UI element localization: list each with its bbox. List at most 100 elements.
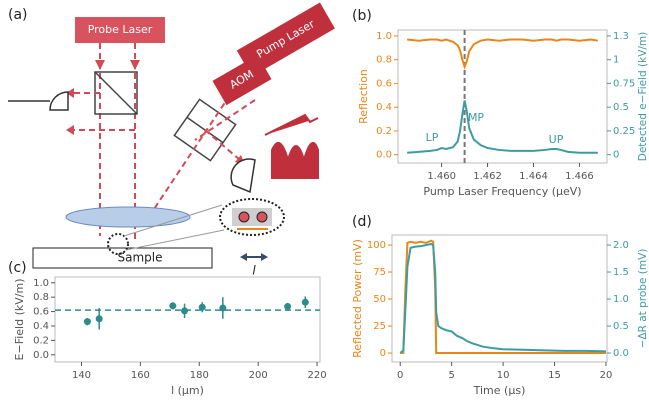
series-line (399, 242, 606, 354)
y-tick-label: 0.8 (33, 292, 49, 303)
arrow (240, 253, 247, 261)
y-tick-label: 75 (373, 267, 386, 278)
pulse-sketch (264, 113, 319, 179)
point (301, 298, 309, 306)
x-tick-label: 160 (131, 370, 150, 381)
annotation: LP (426, 131, 439, 144)
arrow (95, 60, 105, 70)
y2-tick-label: 1.5 (613, 267, 629, 278)
x-axis-label: Time (μs) (473, 384, 526, 397)
y2-tick-label: 1.3 (613, 31, 629, 42)
x-axis-label: l (μm) (171, 384, 204, 397)
x-tick-label: 15 (548, 370, 561, 381)
diagram: (a) Pump Laser AOM Probe Laser (8, 2, 335, 278)
y2-tick-label: 0.5 (613, 102, 629, 113)
point (169, 302, 177, 310)
y-axis-label: Reflection (357, 69, 370, 124)
y2-tick-label: 0.25 (613, 126, 635, 137)
x-tick-label: 1.462 (473, 171, 502, 182)
aom: AOM (212, 54, 272, 106)
y-axis-label: E−Field (kV/m) (13, 279, 26, 361)
y2-tick-label: 0 (613, 150, 619, 161)
point (219, 304, 227, 312)
x-tick-label: 200 (249, 370, 268, 381)
point (284, 303, 292, 311)
x-axis-label: Pump Laser Frequency (μeV) (423, 185, 581, 198)
panel-label: (b) (352, 8, 372, 24)
y-axis-label: Reflected Power (mV) (351, 239, 364, 358)
panel-label: (c) (8, 260, 27, 276)
y-tick-label: 0.0 (33, 350, 49, 361)
arrow (261, 253, 268, 261)
x-tick-label: 10 (497, 370, 510, 381)
series-line (407, 100, 598, 154)
beam-splitter (94, 71, 138, 115)
y-tick-label: 0.6 (376, 78, 392, 89)
x-tick-label: 0 (397, 370, 403, 381)
panel-label: (d) (352, 214, 372, 230)
plot-frame (54, 276, 321, 363)
y-tick-label: 0.0 (376, 150, 392, 161)
point (198, 303, 206, 311)
plot-frame (391, 234, 608, 363)
y-tick-label: 0 (380, 348, 386, 359)
sample (32, 247, 213, 269)
panel-label: (a) (8, 7, 28, 23)
detector (230, 158, 256, 194)
zoom-line (123, 204, 223, 237)
y-tick-label: 50 (373, 294, 386, 305)
x-tick-label: 20 (600, 370, 613, 381)
beam (204, 129, 241, 161)
x-tick-label: 1.466 (565, 171, 594, 182)
y-tick-label: 0.8 (376, 55, 392, 66)
y2-axis-label: Detected e−Field (kV/m) (637, 32, 649, 162)
y-tick-label: 0.4 (376, 102, 392, 113)
y-tick-label: 1.0 (33, 278, 49, 289)
y2-tick-label: 0.5 (613, 321, 629, 332)
y-tick-label: 0.4 (33, 321, 49, 332)
y-tick-label: 1.0 (376, 31, 392, 42)
point (83, 318, 91, 326)
point (181, 307, 189, 315)
lens (65, 206, 191, 228)
probe-laser (75, 17, 165, 43)
x-tick-label: 5 (448, 370, 454, 381)
y2-tick-label: 0.0 (613, 348, 629, 359)
annotation: UP (549, 133, 564, 146)
focus-spot (107, 233, 129, 255)
x-tick-label: 220 (308, 370, 327, 381)
sample-label: Sample (118, 251, 163, 265)
x-tick-label: 1.460 (427, 171, 456, 182)
y2-tick-label: 2.0 (613, 240, 629, 251)
y2-tick-label: 0.75 (613, 78, 635, 89)
detector (49, 91, 69, 111)
point (95, 315, 103, 323)
series-line (400, 239, 606, 355)
x-tick-label: 140 (72, 370, 91, 381)
y-tick-label: 0.2 (376, 126, 392, 137)
series-line (407, 38, 598, 70)
y-tick-label: 0.6 (33, 307, 49, 318)
zoom-line (125, 229, 225, 251)
x-tick-label: 1.464 (519, 171, 548, 182)
length-label: l (252, 264, 256, 278)
beam (194, 99, 256, 141)
arrow (130, 60, 140, 70)
spot (256, 211, 268, 223)
y2-axis-label: −ΔR at probe (mV) (637, 249, 649, 349)
spot (238, 211, 250, 223)
y2-tick-label: 1.0 (613, 294, 629, 305)
y-tick-label: 0.2 (33, 335, 49, 346)
y-tick-label: 100 (367, 240, 386, 251)
annotation: MP (468, 111, 484, 124)
probe-laser-label: Probe Laser (88, 23, 153, 36)
plot-frame (397, 29, 608, 164)
y-tick-label: 25 (373, 321, 386, 332)
arrow (66, 88, 74, 98)
arrow (66, 125, 74, 135)
beam (149, 94, 231, 216)
y2-tick-label: 1 (613, 55, 619, 66)
x-tick-label: 180 (190, 370, 209, 381)
